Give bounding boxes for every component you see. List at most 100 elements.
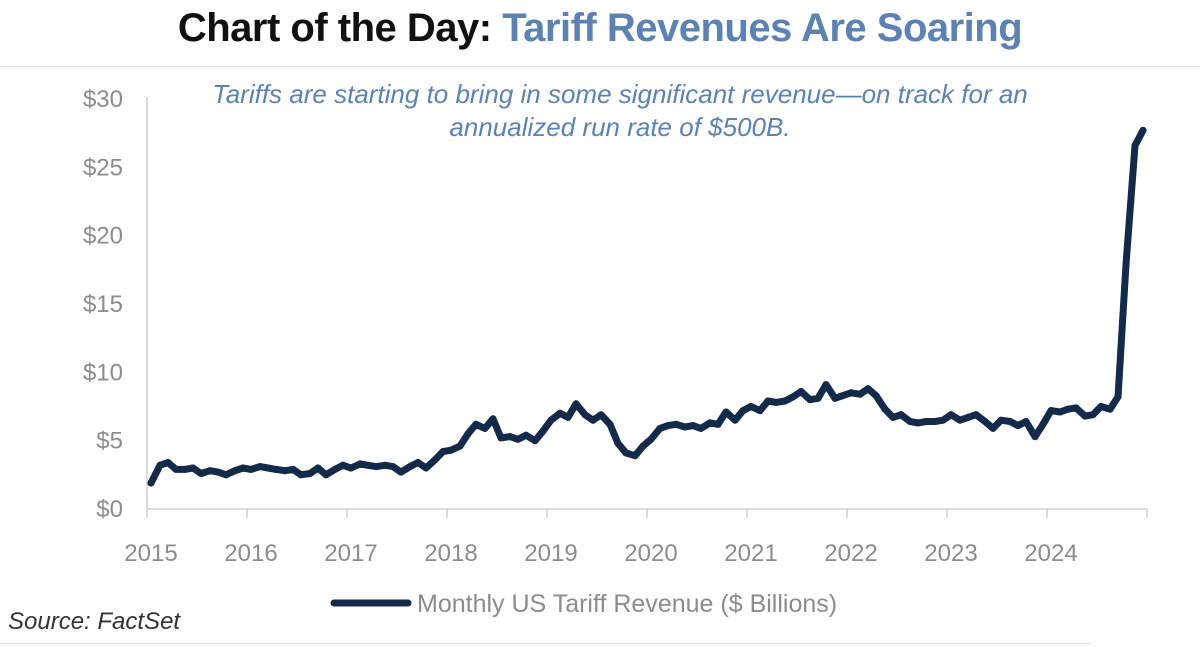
data-point	[547, 416, 555, 424]
data-point	[264, 464, 272, 472]
data-point	[581, 411, 589, 419]
y-tick-label: $25	[83, 154, 123, 181]
data-point	[664, 422, 672, 430]
data-point	[556, 409, 564, 417]
data-point	[381, 461, 389, 469]
data-point	[389, 463, 397, 471]
x-tick-label: 2024	[1024, 540, 1077, 567]
data-point	[372, 463, 380, 471]
data-point	[639, 442, 647, 450]
data-point	[347, 464, 355, 472]
data-point	[1072, 404, 1080, 412]
data-point	[747, 403, 755, 410]
data-point	[272, 465, 280, 473]
data-point	[989, 424, 997, 432]
data-point	[1047, 407, 1055, 415]
data-point	[614, 439, 622, 447]
x-tick-label: 2022	[824, 540, 877, 567]
chart-title-accent: Tariff Revenues Are Soaring	[502, 6, 1023, 50]
data-point	[489, 415, 497, 423]
data-point	[622, 449, 630, 457]
series-layer	[147, 126, 1147, 487]
data-point	[256, 463, 264, 471]
data-point	[931, 418, 939, 425]
data-point	[764, 397, 772, 405]
data-point	[1039, 420, 1047, 428]
data-point	[806, 396, 814, 404]
data-point	[464, 430, 472, 438]
data-point	[1114, 393, 1122, 401]
data-point	[522, 431, 530, 439]
data-point	[997, 416, 1005, 424]
data-point	[881, 405, 889, 413]
data-point	[497, 434, 505, 442]
data-point	[431, 456, 439, 464]
data-point	[1081, 412, 1089, 420]
data-point	[206, 467, 214, 475]
data-point	[189, 464, 197, 472]
data-point	[864, 385, 872, 393]
data-point	[772, 398, 780, 406]
data-point	[789, 393, 797, 401]
y-tick-label: $30	[83, 86, 123, 113]
data-point	[156, 461, 164, 469]
data-point	[1122, 260, 1130, 268]
data-point	[456, 442, 464, 450]
x-tick-label: 2019	[524, 540, 577, 567]
data-point	[847, 389, 855, 397]
data-point	[714, 420, 722, 428]
y-tick-label: $0	[96, 496, 123, 523]
data-point	[164, 459, 172, 466]
data-point	[897, 411, 905, 419]
data-point	[181, 465, 189, 473]
data-point	[197, 470, 205, 477]
data-point	[631, 452, 639, 460]
data-point	[906, 418, 914, 425]
data-point	[247, 465, 255, 473]
data-point	[1106, 405, 1114, 413]
data-point	[239, 464, 247, 472]
data-point	[606, 420, 614, 428]
y-tick-label: $10	[83, 359, 123, 386]
data-point	[731, 416, 739, 424]
data-point	[1006, 418, 1014, 425]
data-point	[356, 460, 364, 468]
data-point	[822, 381, 830, 389]
data-point	[414, 459, 422, 466]
bottom-divider	[0, 643, 1092, 644]
data-point	[1089, 411, 1097, 419]
title-divider	[0, 66, 1200, 67]
data-point	[339, 461, 347, 469]
x-axis: 2015 2016 2017 2018 2019 2020 2021 2022 2023 2024	[124, 508, 1148, 567]
data-point	[914, 419, 922, 427]
data-point	[972, 411, 980, 419]
data-point	[564, 413, 572, 421]
data-point	[1064, 405, 1072, 413]
chart-title-lead: Chart of the Day:	[177, 6, 492, 50]
data-point	[481, 424, 489, 432]
chart-subtitle: Tariffs are starting to bring in some si…	[212, 79, 1028, 142]
data-point	[856, 390, 864, 398]
data-point	[572, 400, 580, 408]
data-point	[439, 448, 447, 456]
data-point	[147, 479, 155, 487]
data-point	[222, 471, 230, 479]
data-point	[756, 407, 764, 415]
data-point	[656, 424, 664, 432]
x-tick-label: 2017	[324, 540, 377, 567]
data-point	[422, 464, 430, 472]
data-point	[447, 446, 455, 454]
legend-label: Monthly US Tariff Revenue ($ Billions)	[417, 590, 837, 618]
data-point	[231, 467, 239, 475]
chart-title: Chart of the Day: Tariff Revenues Are So…	[0, 6, 1200, 51]
data-point	[406, 463, 414, 471]
data-point	[289, 465, 297, 473]
data-point	[539, 427, 547, 435]
data-point	[831, 394, 839, 402]
data-point	[706, 419, 714, 427]
data-point	[1022, 418, 1030, 425]
x-tick-label: 2021	[724, 540, 777, 567]
data-point	[589, 416, 597, 424]
y-tick-label: $20	[83, 223, 123, 250]
